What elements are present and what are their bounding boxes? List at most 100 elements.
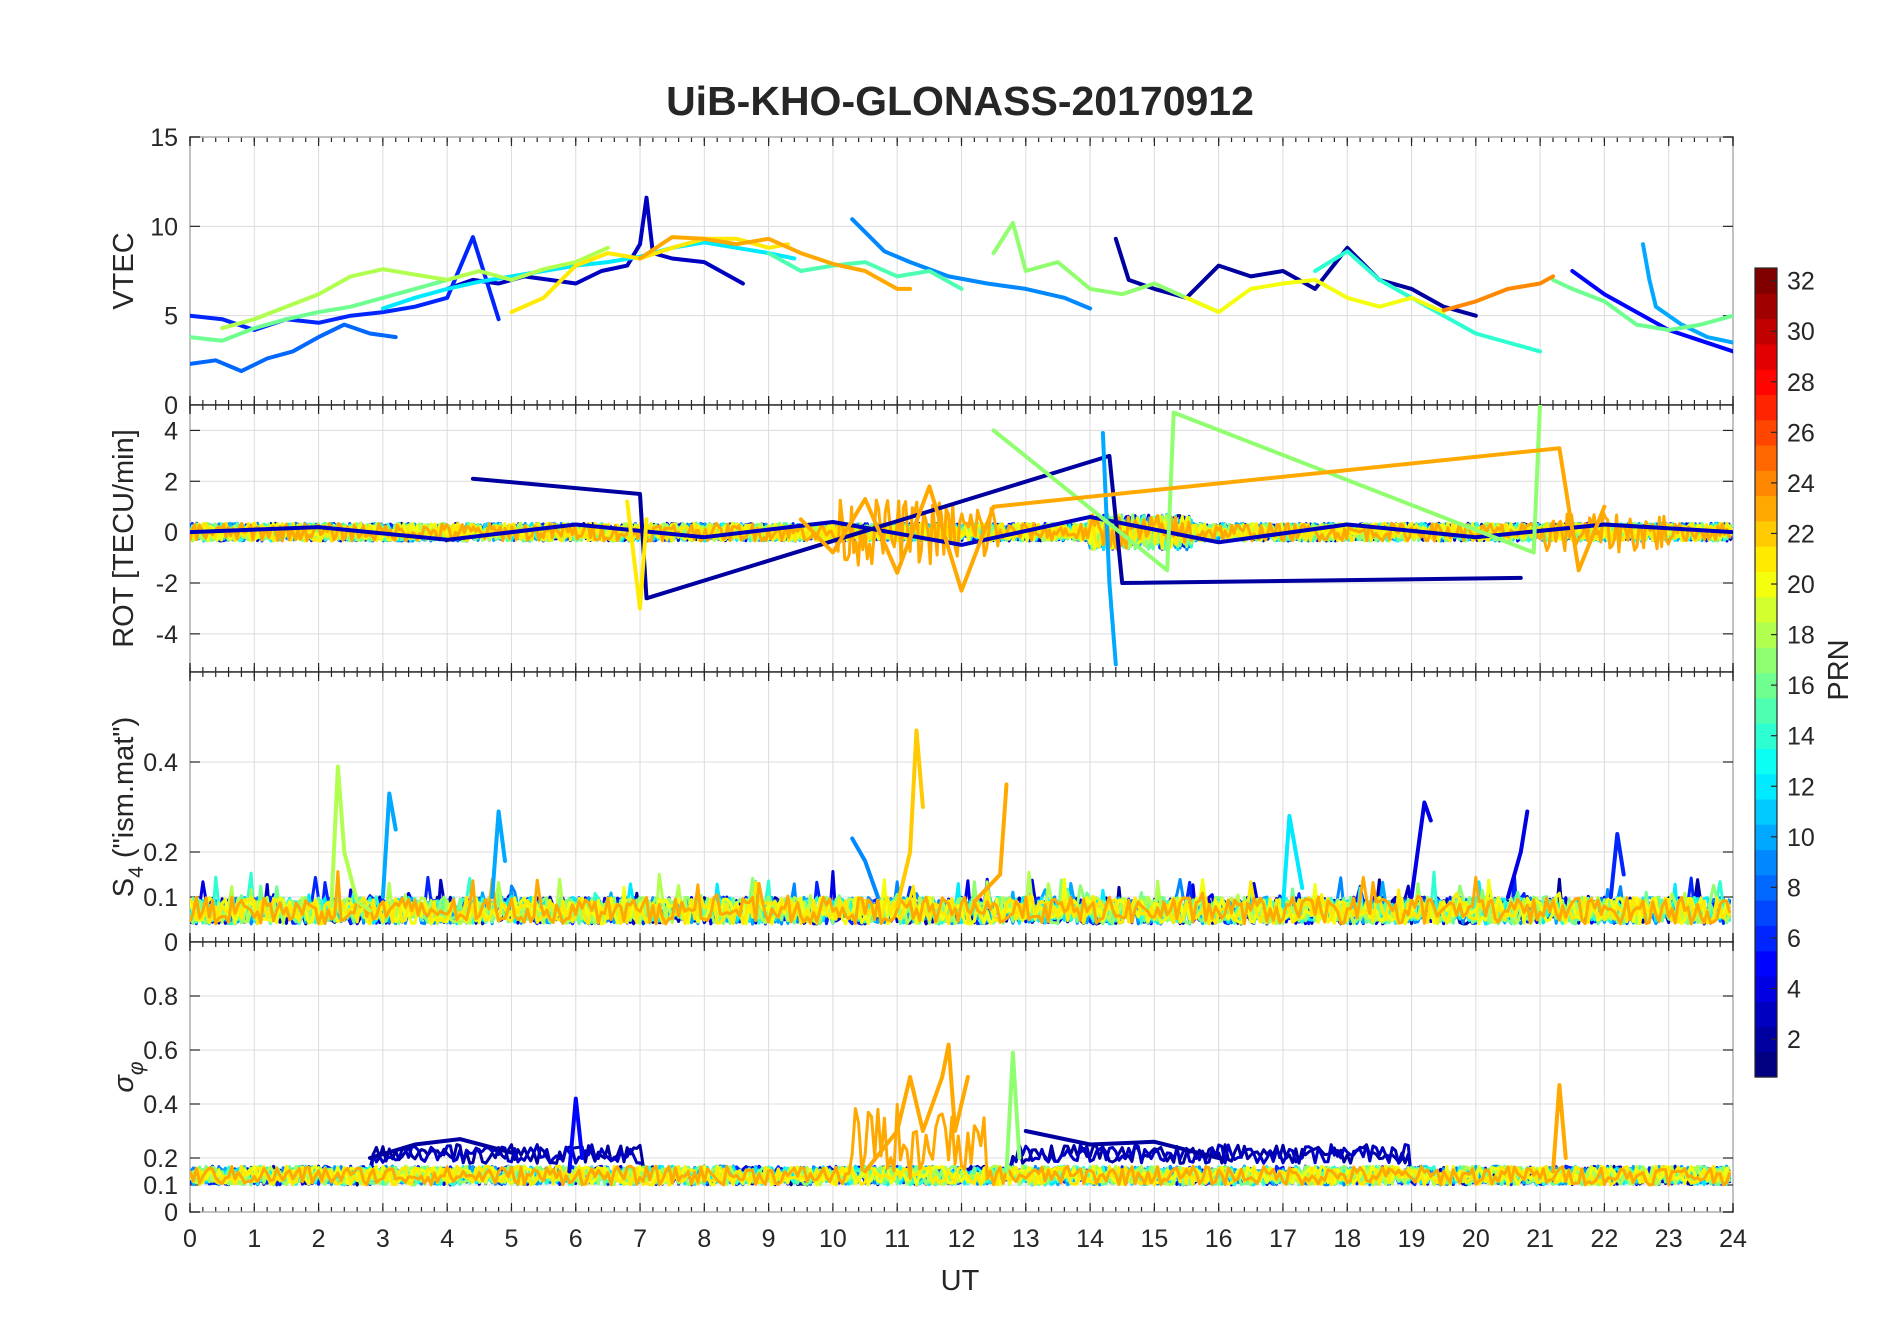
panel-vtec: 0 5 10 15 VTEC (108, 124, 1734, 420)
colorbar-cell (1755, 444, 1777, 471)
x-tick-label: 10 (819, 1225, 847, 1253)
trace-prn-23-noise (190, 870, 1732, 926)
trace-prn-18 (329, 764, 372, 913)
trace-prn-9 (850, 836, 880, 899)
colorbar-label: PRN (1823, 639, 1855, 700)
y-tick-label: 0.4 (143, 1091, 178, 1119)
colorbar-tick-label: 32 (1787, 268, 1815, 296)
trace-prn-17 (1004, 1050, 1022, 1174)
trace-prn-17 (991, 405, 1542, 573)
x-tick-label: 15 (1140, 1225, 1168, 1253)
colorbar-cell (1755, 621, 1777, 648)
colorbar-cell (1755, 874, 1777, 901)
x-tick-label: 21 (1526, 1225, 1554, 1253)
colorbar-tick-label: 6 (1787, 925, 1801, 953)
trace-prn-21 (625, 499, 649, 611)
trace-prn-10 (380, 791, 398, 899)
colorbar-cell (1755, 950, 1777, 977)
colorbar-cell (1755, 268, 1777, 294)
y-tick-label: 0 (164, 929, 178, 957)
colorbar-cell (1755, 773, 1777, 800)
trace-prn-16 (190, 277, 450, 343)
x-tick-label: 6 (569, 1225, 583, 1253)
trace-prn-23 (972, 782, 1009, 904)
colorbar-cell (1755, 647, 1777, 674)
chart-title: UiB-KHO-GLONASS-20170912 (666, 78, 1254, 124)
trace-prn-24 (1441, 274, 1555, 313)
colorbar-cell (1755, 571, 1777, 598)
colorbar-cell (1755, 419, 1777, 446)
colorbar-tick-label: 10 (1787, 824, 1815, 852)
trace-prn-5 (1570, 269, 1733, 354)
trace-prn-10 (1641, 242, 1733, 345)
trace-prn-16 (1551, 277, 1733, 332)
trace-prn-2 (1023, 1129, 1221, 1160)
colorbar-tick-label: 26 (1787, 419, 1815, 447)
x-tick-label: 18 (1333, 1225, 1361, 1253)
trace-prn-20 (1184, 277, 1446, 315)
colorbar-frame (1754, 267, 1778, 1078)
x-tick-label: 4 (440, 1225, 454, 1253)
x-tick-label: 13 (1012, 1225, 1040, 1253)
x-tick-label: 11 (884, 1225, 910, 1253)
colorbar-tick-label: 4 (1787, 976, 1801, 1004)
y-tick-label: 0 (164, 392, 178, 420)
x-tick-label: 23 (1655, 1225, 1683, 1253)
trace-prn-12 (380, 240, 797, 311)
colorbar-cell (1755, 520, 1777, 547)
colorbar-cell (1755, 748, 1777, 775)
colorbar-cell (1755, 723, 1777, 749)
y-tick-label: 2 (164, 468, 178, 496)
y-tick-label: 0.1 (143, 1172, 178, 1200)
x-tick-label: 17 (1269, 1225, 1297, 1253)
trace-prn-23 (798, 446, 1607, 593)
trace-prn-9 (850, 217, 1093, 311)
colorbar-cell (1755, 824, 1777, 851)
traces-s4 (190, 728, 1732, 926)
colorbar-tick-label: 22 (1787, 520, 1815, 548)
y-tick-label: 0.2 (143, 839, 178, 867)
y-tick-label: 0.8 (143, 983, 178, 1011)
x-tick-label: 14 (1076, 1225, 1104, 1253)
colorbar-tick-label: 24 (1787, 470, 1815, 498)
colorbar-cell (1755, 495, 1777, 522)
trace-prn-21-noise (190, 513, 1733, 549)
y-tick-label: 0.4 (143, 749, 178, 777)
trace-prn-23-noise (190, 1103, 1732, 1187)
trace-prn-17 (991, 220, 1221, 315)
trace-prn-15 (766, 251, 964, 291)
y-tick-label: 4 (164, 417, 178, 445)
trace-prn-10 (1100, 431, 1118, 667)
trace-prn-23 (638, 235, 913, 291)
y-tick-label: 0.1 (143, 884, 178, 912)
trace-prn-4 (1409, 800, 1433, 899)
x-tick-label: 1 (247, 1225, 261, 1253)
trace-prn-8 (190, 322, 398, 374)
trace-prn-3 (445, 195, 745, 291)
y-tick-label: 10 (150, 213, 178, 241)
colorbar-tick-label: 2 (1787, 1026, 1801, 1054)
colorbar-tick-label: 28 (1787, 369, 1815, 397)
colorbar-cell (1755, 343, 1777, 370)
colorbar-tick-label: 30 (1787, 318, 1815, 346)
colorbar-cell (1755, 318, 1777, 345)
colorbar-cell (1755, 1001, 1777, 1028)
colorbar-cell (1755, 394, 1777, 421)
colorbar-cell (1755, 546, 1777, 572)
colorbar-cell (1755, 798, 1777, 825)
x-tick-label: 12 (948, 1225, 976, 1253)
x-tick-label: 8 (697, 1225, 711, 1253)
colorbar-cell (1755, 672, 1777, 699)
y-tick-label: 0 (164, 519, 178, 547)
y-tick-label: 15 (150, 124, 178, 152)
colorbar-cell (1755, 975, 1777, 1002)
colorbar-tick-label: 12 (1787, 773, 1815, 801)
y-axis-label-rot: ROT [TECU/min] (108, 429, 140, 648)
y-tick-label: 5 (164, 303, 178, 331)
colorbar-tick-label: 14 (1787, 723, 1815, 751)
y-axis-label-vtec: VTEC (108, 232, 140, 309)
traces-rot (190, 405, 1733, 667)
x-tick-label: 22 (1591, 1225, 1619, 1253)
y-tick-label: 0.6 (143, 1037, 178, 1065)
